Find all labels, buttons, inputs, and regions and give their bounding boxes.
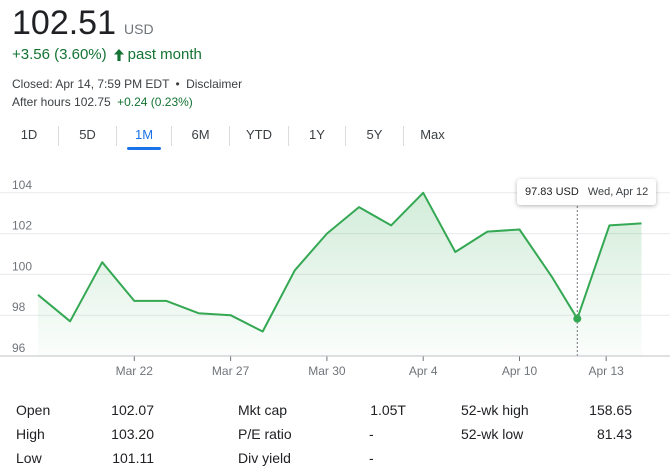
tab-6m[interactable]: 6M <box>191 127 210 142</box>
tab-max[interactable]: Max <box>420 127 445 142</box>
tab-divider <box>288 126 289 146</box>
stat-value: 158.65 <box>589 402 632 418</box>
after-hours-change: +0.24 (0.23%) <box>117 95 193 109</box>
tooltip-date: Wed, Apr 12 <box>587 186 649 198</box>
range-tabs: 1D 5D 1M 6M YTD 1Y 5Y Max <box>0 120 461 152</box>
stat-value: 101.11 <box>112 450 154 466</box>
tab-divider <box>58 126 59 146</box>
stat-label: 52-wk low <box>461 426 524 442</box>
closed-time: Closed: Apr 14, 7:59 PM EDT <box>12 77 170 91</box>
current-price: 102.51 <box>12 4 116 42</box>
stat-value: 103.20 <box>111 426 154 442</box>
x-tick-label: Mar 30 <box>308 364 346 378</box>
stat-value: - <box>369 450 374 466</box>
after-hours: After hours 102.75 +0.24 (0.23%) <box>12 95 193 109</box>
disclaimer-link[interactable]: Disclaimer <box>186 77 243 91</box>
stat-label: P/E ratio <box>238 426 292 442</box>
stat-label: Div yield <box>238 450 291 466</box>
tab-1m[interactable]: 1M <box>117 120 171 152</box>
market-status: Closed: Apr 14, 7:59 PM EDT • Disclaimer <box>12 77 242 91</box>
chart-tooltip: 97.83 USD Wed, Apr 12 <box>517 179 657 205</box>
x-tick-label: Mar 27 <box>212 364 250 378</box>
x-tick-label: Apr 13 <box>588 364 624 378</box>
stat-value: 81.43 <box>596 426 632 442</box>
stat-value: 1.05T <box>370 402 406 418</box>
separator: • <box>175 77 180 91</box>
tab-5d[interactable]: 5D <box>79 127 96 142</box>
tab-ytd[interactable]: YTD <box>246 127 272 142</box>
quote-header: 102.51 USD <box>12 4 154 43</box>
after-hours-price: After hours 102.75 <box>12 95 111 109</box>
stat-label: Mkt cap <box>238 402 288 418</box>
stat-label: 52-wk high <box>461 402 529 418</box>
price-line <box>37 191 642 333</box>
y-tick-label: 102 <box>12 219 32 233</box>
price-area <box>38 192 642 356</box>
price-change: +3.56 (3.60%) <box>12 46 107 63</box>
stat-label: Low <box>16 450 42 466</box>
y-tick-label: 98 <box>12 300 26 314</box>
y-tick-label: 104 <box>12 178 32 192</box>
currency-label: USD <box>124 21 154 37</box>
tooltip-price: 97.83 USD <box>525 186 579 198</box>
tab-1y[interactable]: 1Y <box>309 127 325 142</box>
tab-divider <box>116 126 117 146</box>
stat-label: High <box>16 426 45 442</box>
x-tick-label: Mar 22 <box>116 364 154 378</box>
tab-divider <box>171 126 172 146</box>
stat-value: - <box>369 426 374 442</box>
x-tick-label: Apr 4 <box>409 364 438 378</box>
x-tick-label: Apr 10 <box>502 364 538 378</box>
tab-divider <box>229 126 230 146</box>
stat-label: Open <box>16 402 51 418</box>
stat-value: 102.07 <box>111 402 154 418</box>
arrow-up-icon <box>113 48 125 62</box>
tab-1d[interactable]: 1D <box>20 127 38 142</box>
y-tick-label: 100 <box>12 259 32 273</box>
y-tick-label: 96 <box>12 341 26 355</box>
tab-divider <box>345 126 346 146</box>
tab-divider <box>403 126 404 146</box>
price-change-row: +3.56 (3.60%) past month <box>12 46 202 63</box>
change-period: past month <box>127 46 202 63</box>
hover-point <box>573 314 582 323</box>
tab-5y[interactable]: 5Y <box>366 127 383 142</box>
